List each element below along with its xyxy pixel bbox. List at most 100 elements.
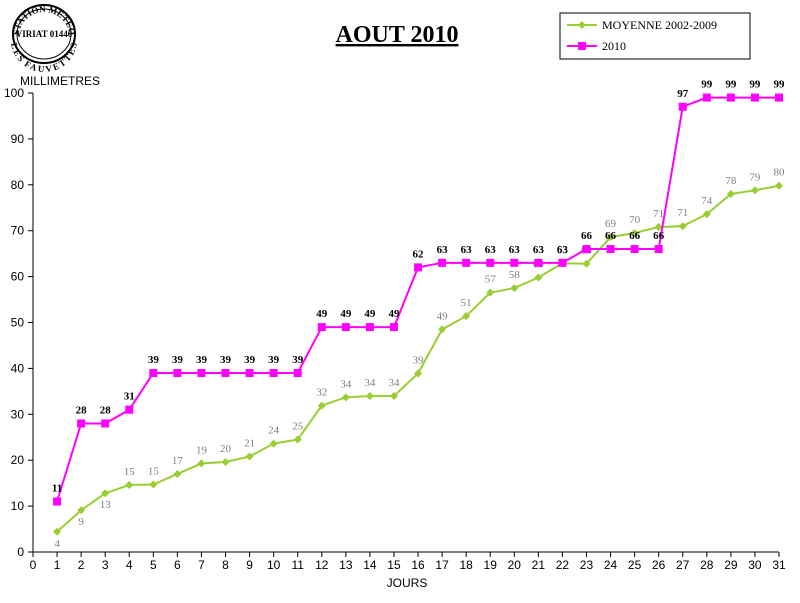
x-tick-label: 8 (222, 558, 229, 572)
data-point (606, 245, 615, 254)
data-label: 39 (148, 354, 160, 366)
data-label: 78 (725, 175, 737, 187)
data-label: 49 (340, 308, 352, 320)
data-label: 11 (52, 483, 62, 495)
data-point (221, 458, 230, 467)
data-label: 28 (76, 404, 88, 416)
legend-2010-label: 2010 (602, 39, 626, 53)
data-label: 66 (581, 230, 593, 242)
data-point (438, 258, 447, 267)
data-label: 57 (485, 274, 497, 286)
data-label: 31 (124, 391, 135, 403)
data-point (53, 497, 62, 506)
data-point (77, 506, 86, 515)
x-tick-label: 19 (484, 558, 498, 572)
data-label: 17 (172, 455, 184, 467)
data-label: 58 (509, 269, 521, 281)
x-tick-label: 16 (411, 558, 425, 572)
y-tick-label: 50 (11, 316, 25, 330)
y-axis-title: MILLIMETRES (20, 74, 100, 88)
x-axis-ticks: 0 1 2 3 4 5 6 7 8 9 10 11 12 13 14 15 16 17 18 19 20 21 22 23 24… (30, 552, 786, 572)
data-point (245, 452, 254, 461)
data-label: 70 (629, 214, 641, 226)
series-line (56, 96, 779, 502)
data-label: 62 (413, 248, 425, 260)
data-point (317, 401, 326, 410)
data-label: 80 (774, 167, 786, 179)
y-tick-label: 10 (11, 499, 25, 513)
data-label: 66 (653, 230, 665, 242)
data-label: 25 (292, 421, 304, 433)
data-point (510, 284, 519, 293)
data-label: 99 (701, 79, 713, 91)
data-label: 99 (749, 79, 761, 91)
data-label: 13 (100, 499, 112, 511)
data-point (414, 369, 423, 378)
data-point (486, 258, 495, 267)
x-tick-label: 29 (724, 558, 738, 572)
logo-inner-ring (16, 8, 72, 60)
x-tick-label: 1 (54, 558, 61, 572)
x-tick-label: 4 (126, 558, 133, 572)
data-point (197, 459, 206, 468)
data-label: 69 (605, 218, 617, 230)
plot-area: 4913151517192021242532343434394951575860… (52, 79, 785, 550)
y-tick-label: 0 (17, 545, 24, 559)
data-label: 34 (388, 377, 400, 389)
data-label: 74 (701, 195, 713, 207)
station-logo: STATION METEO VIRIAT 01440 LES FAUVETTES (9, 4, 79, 74)
data-point (486, 288, 495, 297)
chart-title: AOUT 2010 (336, 22, 459, 48)
series-2010: 11 28 28 31 39 39 39 39 39 39 39 49 49 49 49 62 63 63 63 63… (52, 79, 785, 506)
data-label: 32 (316, 387, 327, 399)
data-label: 39 (196, 354, 208, 366)
data-point (534, 273, 543, 282)
data-point (438, 325, 447, 334)
legend-entry-average: MOYENNE 2002-2009 (567, 18, 717, 32)
data-label: 20 (220, 443, 232, 455)
data-label: 71 (653, 208, 664, 220)
data-point (750, 186, 759, 195)
data-point (149, 368, 158, 377)
data-point (630, 245, 639, 254)
data-point (77, 419, 86, 428)
x-tick-label: 10 (267, 558, 281, 572)
data-point (534, 258, 543, 267)
data-point (654, 223, 663, 232)
x-tick-label: 7 (198, 558, 205, 572)
data-label: 66 (629, 230, 641, 242)
data-label: 51 (461, 297, 472, 309)
data-label: 99 (774, 79, 786, 91)
y-tick-label: 20 (11, 453, 25, 467)
data-label: 19 (196, 444, 208, 456)
x-tick-label: 3 (102, 558, 109, 572)
data-label: 34 (340, 378, 352, 390)
data-point (582, 245, 591, 254)
y-tick-label: 100 (4, 86, 24, 100)
y-tick-label: 40 (11, 361, 25, 375)
data-point (197, 368, 206, 377)
data-label: 39 (244, 354, 256, 366)
data-point (775, 93, 783, 102)
data-point (582, 259, 591, 268)
x-tick-label: 26 (652, 558, 666, 572)
data-point (510, 258, 519, 267)
data-point (245, 368, 254, 377)
data-point (365, 323, 374, 332)
data-point (462, 312, 471, 321)
x-tick-label: 5 (150, 558, 157, 572)
data-label: 71 (677, 207, 688, 219)
data-point (341, 393, 350, 402)
data-label: 24 (268, 425, 280, 437)
data-point (678, 222, 687, 231)
data-point (293, 368, 302, 377)
x-tick-label: 24 (604, 558, 618, 572)
data-label: 63 (461, 244, 473, 256)
y-axis-ticks: 0 10 20 30 40 50 60 70 80 90 100 (4, 86, 33, 559)
data-label: 39 (172, 354, 184, 366)
x-tick-label: 25 (628, 558, 642, 572)
data-point (101, 419, 110, 428)
data-label: 39 (413, 354, 425, 366)
x-tick-label: 22 (556, 558, 570, 572)
